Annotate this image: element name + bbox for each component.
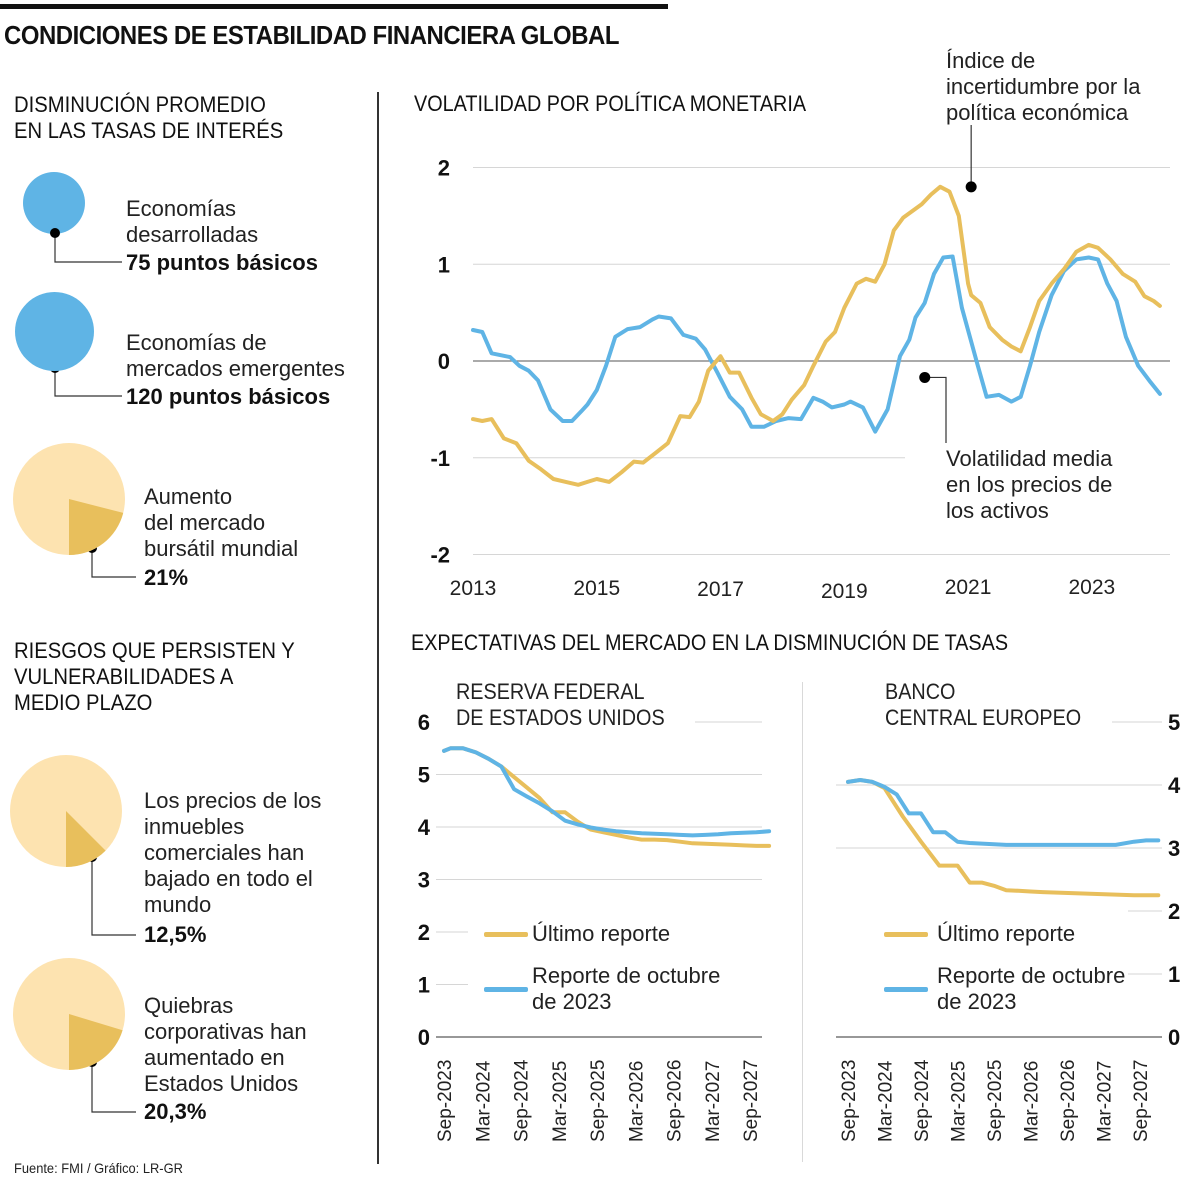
series-line-oct-2023-report	[846, 778, 1161, 847]
legend-swatch-oct-2023	[484, 987, 528, 992]
charts-divider	[802, 682, 803, 1162]
y-tick-label: 1	[438, 252, 450, 277]
y-tick-label: 0	[418, 1025, 430, 1050]
section-title-risks: RIESGOS QUE PERSISTEN Y VULNERABILIDADES…	[14, 638, 295, 715]
x-tick-label: Sep-2027	[1131, 1060, 1152, 1142]
series-line-asset-volatility	[471, 254, 1162, 434]
bubble-emerging-economies	[15, 292, 94, 371]
item-label-bankruptcies: Quiebras corporativas han aumentado en E…	[144, 993, 307, 1096]
x-tick-label: Mar-2025	[550, 1061, 571, 1142]
x-tick-label: Sep-2025	[985, 1060, 1006, 1142]
item-value-real-estate: 12,5%	[144, 922, 207, 947]
item-value-emerging: 120 puntos básicos	[126, 384, 331, 409]
y-tick-label: 1	[1168, 962, 1180, 987]
series-line-uncertainty-index	[471, 184, 1162, 487]
x-tick-label: Mar-2024	[473, 1060, 494, 1142]
pie-bankruptcies	[13, 958, 125, 1070]
x-tick-label: Sep-2024	[912, 1059, 933, 1142]
vertical-divider	[377, 92, 379, 1164]
legend-swatch-latest	[884, 932, 928, 937]
item-value-developed: 75 puntos básicos	[126, 250, 318, 275]
chart-title-ecb: BANCO CENTRAL EUROPEO	[885, 679, 1082, 730]
y-tick-label: 4	[1168, 773, 1181, 798]
leader-line-bankruptcies	[91, 1062, 136, 1113]
chart-title-volatility: VOLATILIDAD POR POLÍTICA MONETARIA	[414, 91, 807, 116]
series-line-latest-report	[846, 778, 1161, 898]
x-tick-label: Mar-2026	[626, 1061, 647, 1142]
annotation-asset-volatility: Volatilidad media en los precios de los …	[946, 446, 1113, 523]
y-tick-label: -1	[430, 446, 450, 471]
source-note: Fuente: FMI / Gráfico: LR-GR	[14, 1160, 183, 1176]
legend-label-latest: Último reporte	[937, 921, 1076, 946]
x-tick-label: Mar-2025	[949, 1061, 970, 1142]
ecb-rate-chart: 5 4 3 2 1 0 Sep-2023 Mar-2024 Sep-2024 Mar-2025 Se…	[836, 710, 1181, 1142]
annotation-uncertainty-index: Índice de incertidumbre por la política …	[946, 48, 1141, 125]
x-tick-label: 2015	[573, 577, 620, 600]
legend-swatch-latest	[484, 932, 528, 937]
series-line-oct-2023-report	[442, 746, 772, 838]
y-tick-label: 0	[1168, 1025, 1180, 1050]
x-tick-label: Mar-2024	[876, 1060, 897, 1142]
x-tick-label: Sep-2027	[741, 1060, 762, 1142]
legend-label-oct-2023: Reporte de octubre de 2023	[937, 963, 1126, 1014]
x-tick-label: 2013	[450, 577, 497, 600]
pie-slice-value	[69, 1014, 123, 1070]
y-tick-label: 3	[1168, 836, 1180, 861]
x-tick-label: Mar-2026	[1022, 1061, 1043, 1142]
item-label-stock: Aumento del mercado bursátil mundial	[144, 484, 299, 561]
x-tick-label: Mar-2027	[1095, 1061, 1116, 1142]
x-tick-label: 2017	[697, 578, 744, 601]
pie-real-estate	[10, 755, 122, 867]
title-rule	[0, 4, 668, 9]
y-tick-label: 5	[418, 763, 430, 788]
item-label-developed: Economías desarrolladas	[126, 196, 259, 247]
y-tick-label: 2	[418, 920, 430, 945]
x-tick-label: 2019	[821, 580, 868, 603]
legend-swatch-oct-2023	[884, 987, 928, 992]
pie-slice-value	[69, 499, 124, 555]
page-title: CONDICIONES DE ESTABILIDAD FINANCIERA GL…	[4, 20, 619, 50]
y-tick-label: 6	[418, 710, 430, 735]
x-tick-label: Sep-2024	[512, 1059, 533, 1142]
annotation-dot	[965, 181, 977, 193]
leader-line-stock	[91, 548, 136, 578]
y-tick-label: 5	[1168, 710, 1180, 735]
annotation-leader	[924, 376, 947, 443]
x-tick-label: 2021	[945, 576, 992, 599]
leader-line-real-estate	[91, 857, 136, 936]
annotation-dot	[919, 371, 931, 383]
x-tick-label: Sep-2023	[839, 1060, 860, 1142]
item-value-bankruptcies: 20,3%	[144, 1099, 207, 1124]
bubble-developed-economies	[23, 172, 85, 234]
marker-dot	[50, 228, 60, 238]
y-tick-label: -2	[430, 543, 450, 568]
y-tick-label: 2	[1168, 899, 1180, 924]
x-tick-label: Sep-2023	[435, 1060, 456, 1142]
section-title-rate-cuts: DISMINUCIÓN PROMEDIO EN LAS TASAS DE INT…	[14, 92, 284, 143]
legend-label-latest: Último reporte	[532, 921, 671, 946]
item-label-emerging: Economías de mercados emergentes	[126, 330, 345, 381]
pie-slice-value	[66, 811, 106, 867]
item-label-real-estate: Los precios de los inmuebles comerciales…	[144, 788, 322, 917]
y-tick-label: 1	[418, 973, 430, 998]
y-tick-label: 3	[418, 868, 430, 893]
pie-stock-market	[13, 443, 125, 555]
y-tick-label: 0	[438, 349, 450, 374]
x-tick-label: 2023	[1068, 576, 1115, 599]
x-tick-label: Sep-2025	[588, 1060, 609, 1142]
y-tick-label: 2	[438, 156, 450, 181]
leader-line-emerging	[54, 368, 122, 397]
item-value-stock: 21%	[144, 565, 189, 590]
x-tick-label: Mar-2027	[703, 1061, 724, 1142]
x-tick-label: Sep-2026	[665, 1060, 686, 1142]
x-tick-label: Sep-2026	[1058, 1060, 1079, 1142]
chart-title-fed: RESERVA FEDERAL DE ESTADOS UNIDOS	[456, 679, 665, 730]
legend-label-oct-2023: Reporte de octubre de 2023	[532, 963, 721, 1014]
leader-line-developed	[54, 233, 122, 263]
section-title-expectations: EXPECTATIVAS DEL MERCADO EN LA DISMINUCI…	[411, 630, 1009, 655]
y-tick-label: 4	[418, 815, 431, 840]
